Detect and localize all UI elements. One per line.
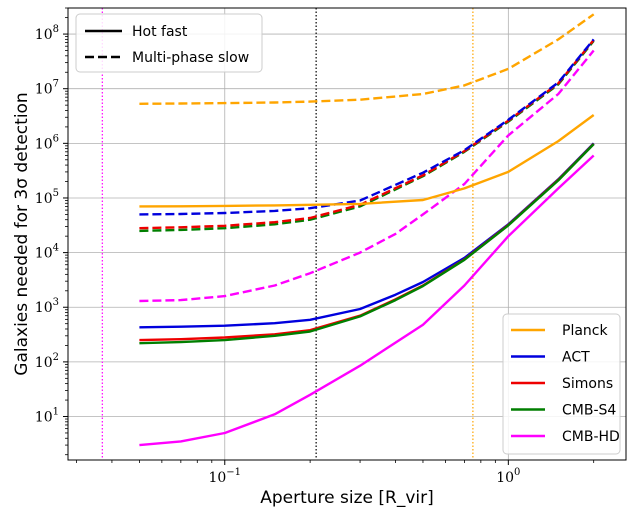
legend-label: Simons (562, 376, 613, 392)
y-tick-label: 101 (35, 407, 59, 426)
y-tick-label: 105 (35, 188, 59, 207)
y-tick-label: 106 (35, 133, 59, 152)
tick-mantissa: 10 (35, 246, 53, 262)
tick-exponent: 7 (53, 79, 59, 90)
legend-frame (502, 313, 621, 455)
y-axis-label-text: Galaxies needed for 3σ detection (12, 92, 32, 375)
tick-exponent: −1 (226, 467, 241, 478)
series-planck-dashed (139, 13, 595, 105)
legend-label: Multi-phase slow (132, 50, 249, 66)
x-tick-label: 10−1 (208, 467, 241, 486)
x-axis-label-text: Aperture size [R_vir] (260, 488, 434, 508)
tick-mantissa: 10 (35, 27, 53, 43)
grid (68, 8, 626, 460)
y-tick-label: 107 (35, 79, 59, 98)
tick-mantissa: 10 (496, 470, 514, 486)
legend-line-style: Hot fast Multi-phase slow (75, 13, 263, 73)
series-act-dashed (139, 38, 595, 216)
series-lines (139, 13, 595, 447)
tick-exponent: 6 (53, 133, 59, 144)
y-tick-label: 104 (35, 243, 59, 262)
tick-exponent: 4 (53, 243, 59, 254)
tick-exponent: 2 (53, 352, 59, 363)
tick-exponent: 3 (53, 297, 59, 308)
series-cmb-hd-dashed (139, 49, 595, 303)
y-tick-label: 102 (35, 352, 59, 371)
series-cmb-s4-solid (139, 143, 595, 345)
legend-experiments: Planck ACT Simons CMB-S4 CMB-HD (502, 313, 621, 455)
legend-label: ACT (562, 350, 590, 366)
x-tick-label: 100 (496, 467, 520, 486)
tick-exponent: 1 (53, 407, 59, 418)
tick-mantissa: 10 (35, 410, 53, 426)
legend-label: Planck (562, 323, 608, 339)
tick-mantissa: 10 (208, 470, 226, 486)
series-cmb-hd-solid (139, 154, 595, 447)
y-tick-label: 103 (35, 297, 59, 316)
series-planck-solid (139, 114, 595, 208)
tick-exponent: 8 (53, 24, 59, 35)
tick-mantissa: 10 (35, 82, 53, 98)
tick-exponent: 0 (514, 467, 520, 478)
y-tick-label: 108 (35, 24, 59, 43)
x-axis-label: Aperture size [R_vir] (260, 488, 434, 508)
legend-label: CMB-HD (562, 429, 620, 445)
tick-mantissa: 10 (35, 355, 53, 371)
plot-frame (67, 7, 627, 461)
tick-mantissa: 10 (35, 136, 53, 152)
tick-mantissa: 10 (35, 191, 53, 207)
legend-label: CMB-S4 (562, 403, 616, 419)
legend-label: Hot fast (132, 24, 188, 40)
tick-exponent: 5 (53, 188, 59, 199)
y-axis-label: Galaxies needed for 3σ detection (12, 92, 32, 375)
legend-frame (75, 13, 263, 73)
series-cmb-s4-dashed (139, 40, 595, 233)
tick-mantissa: 10 (35, 300, 53, 316)
